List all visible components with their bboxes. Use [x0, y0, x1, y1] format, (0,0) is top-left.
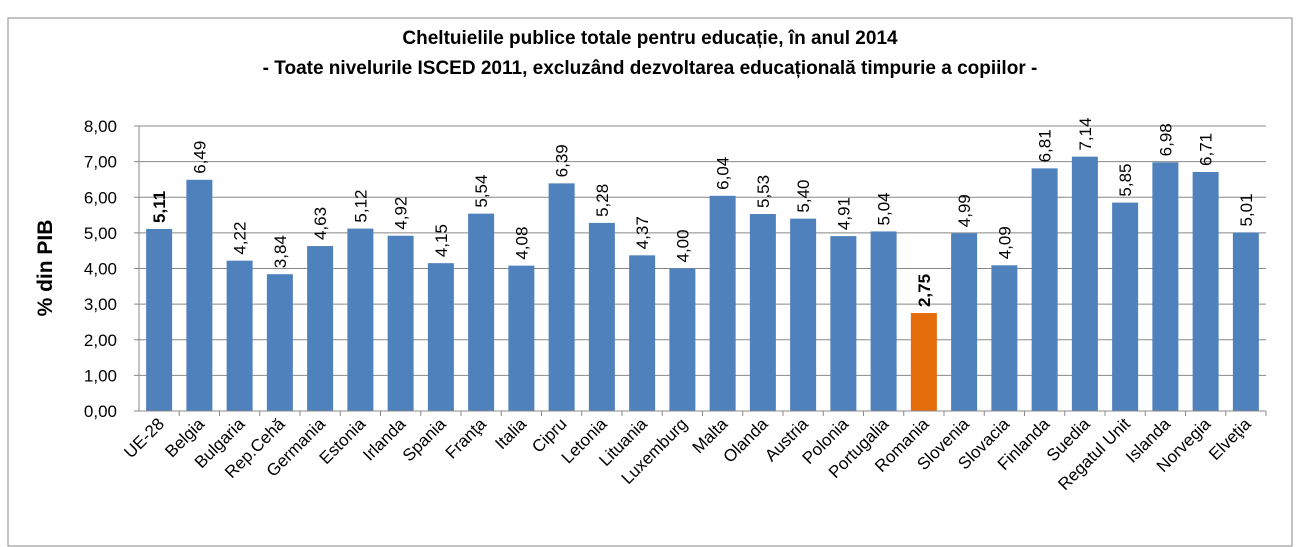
bar — [669, 268, 696, 411]
y-tick-label: 1,00 — [84, 366, 117, 385]
value-label: 5,40 — [794, 180, 813, 213]
bar — [629, 255, 656, 411]
bar — [749, 213, 776, 411]
value-label: 4,00 — [673, 229, 692, 262]
value-label: 2,75 — [915, 274, 934, 307]
bar — [307, 246, 334, 411]
value-label: 5,54 — [472, 175, 491, 208]
bar — [186, 179, 213, 411]
bar — [1112, 202, 1139, 411]
y-tick-label: 8,00 — [84, 117, 117, 136]
value-label: 4,92 — [392, 197, 411, 230]
value-label: 4,99 — [955, 194, 974, 227]
bar — [508, 265, 535, 411]
value-label: 6,71 — [1197, 133, 1216, 166]
y-tick-label: 7,00 — [84, 153, 117, 172]
value-label: 6,39 — [553, 144, 572, 177]
bar — [266, 274, 293, 411]
bar — [347, 228, 374, 411]
value-label: 4,15 — [432, 224, 451, 257]
bar — [830, 236, 857, 411]
value-label: 3,84 — [271, 235, 290, 268]
bar — [427, 263, 454, 411]
value-label: 6,98 — [1156, 123, 1175, 156]
bar — [146, 228, 173, 411]
chart-subtitle: - Toate nivelurile ISCED 2011, excluzând… — [263, 58, 1038, 79]
y-tick-label: 3,00 — [84, 295, 117, 314]
value-label: 5,28 — [593, 184, 612, 217]
value-label: 5,11 — [150, 191, 169, 223]
y-tick-label: 0,00 — [84, 402, 117, 421]
value-label: 5,12 — [351, 190, 370, 223]
bar — [548, 183, 575, 411]
value-label: 6,04 — [714, 157, 733, 190]
bar — [226, 260, 253, 411]
y-tick-label: 2,00 — [84, 331, 117, 350]
y-axis-label: % din PIB — [34, 220, 57, 317]
value-label: 5,53 — [754, 175, 773, 208]
y-tick-label: 6,00 — [84, 188, 117, 207]
y-tick-label: 5,00 — [84, 224, 117, 243]
value-label: 4,63 — [311, 207, 330, 240]
bar — [991, 265, 1018, 411]
bar — [1031, 168, 1058, 411]
bar — [910, 313, 937, 411]
value-label: 6,81 — [1036, 129, 1055, 162]
value-label: 5,85 — [1116, 164, 1135, 197]
bar — [1192, 171, 1219, 411]
value-label: 4,08 — [512, 227, 531, 260]
value-label: 5,04 — [875, 192, 894, 225]
bar — [468, 213, 495, 411]
value-label: 4,91 — [834, 197, 853, 230]
bar — [951, 233, 978, 411]
bar — [870, 231, 897, 411]
value-label: 4,22 — [231, 222, 250, 255]
bar — [1071, 156, 1098, 411]
bar — [387, 235, 414, 411]
value-label: 7,14 — [1076, 118, 1095, 151]
y-tick-label: 4,00 — [84, 260, 117, 279]
bar — [1232, 232, 1259, 411]
bar — [588, 222, 615, 411]
chart-title: Cheltuielile publice totale pentru educa… — [402, 28, 898, 49]
bar — [709, 195, 736, 411]
bar — [790, 218, 817, 411]
value-label: 4,09 — [995, 226, 1014, 259]
bar — [1152, 162, 1179, 411]
value-label: 6,49 — [190, 141, 209, 174]
value-label: 4,37 — [633, 216, 652, 249]
value-label: 5,01 — [1237, 193, 1256, 226]
